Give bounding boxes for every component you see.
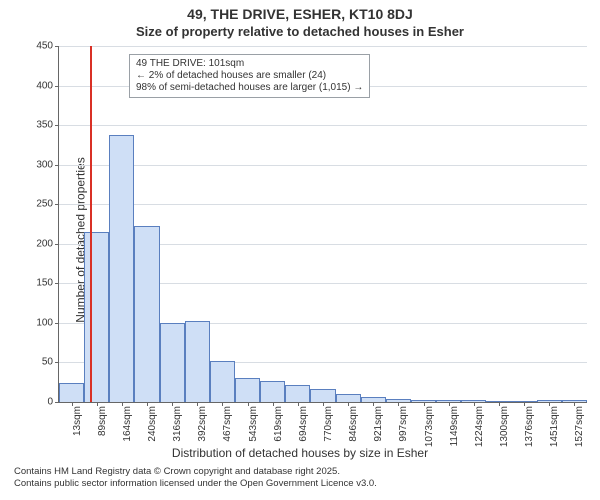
histogram-bar bbox=[84, 232, 109, 402]
y-tick-label: 300 bbox=[36, 159, 53, 170]
x-tick-label: 89sqm bbox=[97, 406, 108, 436]
attribution-notice: Contains HM Land Registry data © Crown c… bbox=[14, 466, 377, 490]
y-tick-mark bbox=[55, 244, 59, 245]
property-marker-line bbox=[90, 46, 92, 402]
y-tick-label: 0 bbox=[47, 397, 53, 408]
x-tick-label: 1300sqm bbox=[499, 406, 510, 447]
x-tick-label: 392sqm bbox=[197, 406, 208, 442]
x-tick-label: 770sqm bbox=[323, 406, 334, 442]
y-tick-mark bbox=[55, 283, 59, 284]
info-callout-line: 98% of semi-detached houses are larger (… bbox=[136, 82, 363, 94]
y-tick-mark bbox=[55, 86, 59, 87]
x-tick-label: 316sqm bbox=[172, 406, 183, 442]
info-callout: 49 THE DRIVE: 101sqm← 2% of detached hou… bbox=[129, 54, 370, 98]
y-tick-mark bbox=[55, 165, 59, 166]
y-tick-label: 400 bbox=[36, 80, 53, 91]
histogram-bar bbox=[336, 394, 361, 402]
x-tick-label: 13sqm bbox=[72, 406, 83, 436]
page-subtitle: Size of property relative to detached ho… bbox=[0, 24, 600, 39]
histogram-bar bbox=[285, 385, 310, 402]
attribution-line: Contains public sector information licen… bbox=[14, 478, 377, 490]
grid-line bbox=[59, 46, 587, 47]
histogram-bar bbox=[134, 226, 159, 402]
x-tick-label: 164sqm bbox=[122, 406, 133, 442]
x-tick-label: 921sqm bbox=[373, 406, 384, 442]
page-title: 49, THE DRIVE, ESHER, KT10 8DJ bbox=[0, 6, 600, 22]
attribution-line: Contains HM Land Registry data © Crown c… bbox=[14, 466, 377, 478]
y-tick-label: 100 bbox=[36, 317, 53, 328]
plot-area: 05010015020025030035040045013sqm89sqm164… bbox=[58, 46, 587, 403]
y-tick-label: 350 bbox=[36, 120, 53, 131]
grid-line bbox=[59, 165, 587, 166]
x-tick-label: 1073sqm bbox=[424, 406, 435, 447]
y-tick-mark bbox=[55, 362, 59, 363]
x-tick-label: 1451sqm bbox=[549, 406, 560, 447]
histogram-bar bbox=[59, 383, 84, 402]
histogram-bar bbox=[160, 323, 185, 402]
y-tick-label: 250 bbox=[36, 199, 53, 210]
y-tick-label: 450 bbox=[36, 41, 53, 52]
x-tick-label: 846sqm bbox=[348, 406, 359, 442]
histogram-bar bbox=[210, 361, 235, 402]
x-tick-label: 619sqm bbox=[273, 406, 284, 442]
x-tick-label: 467sqm bbox=[222, 406, 233, 442]
x-axis-label: Distribution of detached houses by size … bbox=[0, 446, 600, 460]
x-tick-label: 694sqm bbox=[298, 406, 309, 442]
info-callout-line: 49 THE DRIVE: 101sqm bbox=[136, 58, 363, 70]
x-tick-label: 997sqm bbox=[398, 406, 409, 442]
x-tick-label: 1527sqm bbox=[574, 406, 585, 447]
chart-container: 49, THE DRIVE, ESHER, KT10 8DJ Size of p… bbox=[0, 0, 600, 500]
histogram-bar bbox=[260, 381, 285, 402]
histogram-bar bbox=[235, 378, 260, 402]
y-tick-mark bbox=[55, 402, 59, 403]
y-tick-mark bbox=[55, 204, 59, 205]
histogram-bar bbox=[109, 135, 134, 402]
grid-line bbox=[59, 125, 587, 126]
y-tick-label: 50 bbox=[42, 357, 53, 368]
y-tick-label: 150 bbox=[36, 278, 53, 289]
x-tick-label: 240sqm bbox=[147, 406, 158, 442]
y-tick-label: 200 bbox=[36, 238, 53, 249]
histogram-bar bbox=[185, 321, 210, 402]
x-tick-label: 1376sqm bbox=[524, 406, 535, 447]
x-tick-label: 1149sqm bbox=[449, 406, 460, 446]
grid-line bbox=[59, 204, 587, 205]
y-tick-mark bbox=[55, 125, 59, 126]
x-tick-label: 1224sqm bbox=[474, 406, 485, 447]
x-tick-label: 543sqm bbox=[248, 406, 259, 442]
histogram-bar bbox=[310, 389, 335, 402]
y-tick-mark bbox=[55, 46, 59, 47]
y-tick-mark bbox=[55, 323, 59, 324]
info-callout-line: ← 2% of detached houses are smaller (24) bbox=[136, 70, 363, 82]
